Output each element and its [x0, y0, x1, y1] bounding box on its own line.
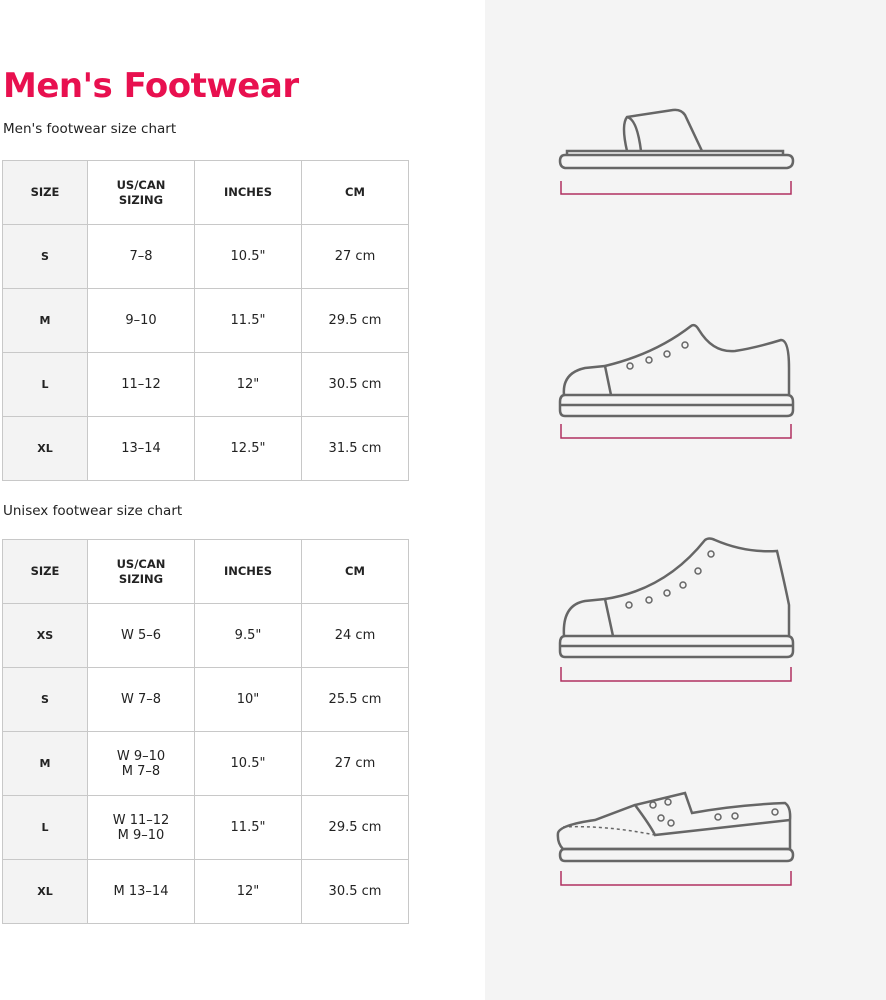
illustration-panel	[485, 0, 886, 1000]
table-cell: 29.5 cm	[301, 288, 409, 353]
table-cell: 29.5 cm	[301, 795, 409, 860]
table-row: XL M 13–14 12" 30.5 cm	[2, 859, 409, 924]
table-cell: S	[2, 224, 88, 289]
table-cell: S	[2, 667, 88, 732]
table-cell: W 9–10 M 7–8	[87, 731, 195, 796]
mens-size-table: SIZE US/CAN SIZING INCHES CM S 7–8 10.5" 27 cm M 9…	[2, 160, 409, 481]
table-cell: 11–12	[87, 352, 195, 417]
column-header: INCHES	[194, 539, 302, 604]
table-cell: 11.5"	[194, 288, 302, 353]
table-cell: 9–10	[87, 288, 195, 353]
table-cell: XL	[2, 859, 88, 924]
slide-sandal-icon	[558, 108, 795, 195]
table-cell: L	[2, 795, 88, 860]
column-header: SIZE	[2, 539, 88, 604]
table-cell: 10"	[194, 667, 302, 732]
table-cell: 25.5 cm	[301, 667, 409, 732]
table-cell: 31.5 cm	[301, 416, 409, 481]
page-title: Men's Footwear	[3, 66, 299, 106]
column-header: CM	[301, 539, 409, 604]
table-cell: 12"	[194, 352, 302, 417]
unisex-caption: Unisex footwear size chart	[3, 503, 183, 519]
table-cell: 11.5"	[194, 795, 302, 860]
table-cell: M	[2, 731, 88, 796]
table-cell: M	[2, 288, 88, 353]
header-row: SIZE US/CAN SIZING INCHES CM	[2, 160, 409, 225]
unisex-size-table: SIZE US/CAN SIZING INCHES CM XS W 5–6 9.5" 24 cm…	[2, 539, 409, 924]
table-row: M 9–10 11.5" 29.5 cm	[2, 288, 409, 353]
slip-on-shoe-icon	[556, 791, 795, 886]
high-top-sneaker-icon	[558, 537, 795, 682]
column-header: SIZE	[2, 160, 88, 225]
table-cell: L	[2, 352, 88, 417]
table-row: S 7–8 10.5" 27 cm	[2, 224, 409, 289]
table-cell: 12.5"	[194, 416, 302, 481]
column-header: US/CAN SIZING	[87, 539, 195, 604]
table-cell: 9.5"	[194, 603, 302, 668]
table-cell: 10.5"	[194, 731, 302, 796]
table-cell: W 11–12 M 9–10	[87, 795, 195, 860]
low-top-sneaker-icon	[558, 323, 795, 439]
table-cell: 13–14	[87, 416, 195, 481]
table-cell: M 13–14	[87, 859, 195, 924]
table-cell: 27 cm	[301, 224, 409, 289]
table-cell: 30.5 cm	[301, 859, 409, 924]
table-cell: 24 cm	[301, 603, 409, 668]
table-cell: XL	[2, 416, 88, 481]
table-cell: 7–8	[87, 224, 195, 289]
header-row: SIZE US/CAN SIZING INCHES CM	[2, 539, 409, 604]
table-row: L 11–12 12" 30.5 cm	[2, 352, 409, 417]
table-row: XS W 5–6 9.5" 24 cm	[2, 603, 409, 668]
column-header: INCHES	[194, 160, 302, 225]
table-cell: 30.5 cm	[301, 352, 409, 417]
table-cell: XS	[2, 603, 88, 668]
table-cell: 27 cm	[301, 731, 409, 796]
table-cell: 12"	[194, 859, 302, 924]
column-header: US/CAN SIZING	[87, 160, 195, 225]
table-cell: 10.5"	[194, 224, 302, 289]
column-header: CM	[301, 160, 409, 225]
table-cell: W 7–8	[87, 667, 195, 732]
table-row: XL 13–14 12.5" 31.5 cm	[2, 416, 409, 481]
table-cell: W 5–6	[87, 603, 195, 668]
mens-caption: Men's footwear size chart	[3, 121, 177, 137]
